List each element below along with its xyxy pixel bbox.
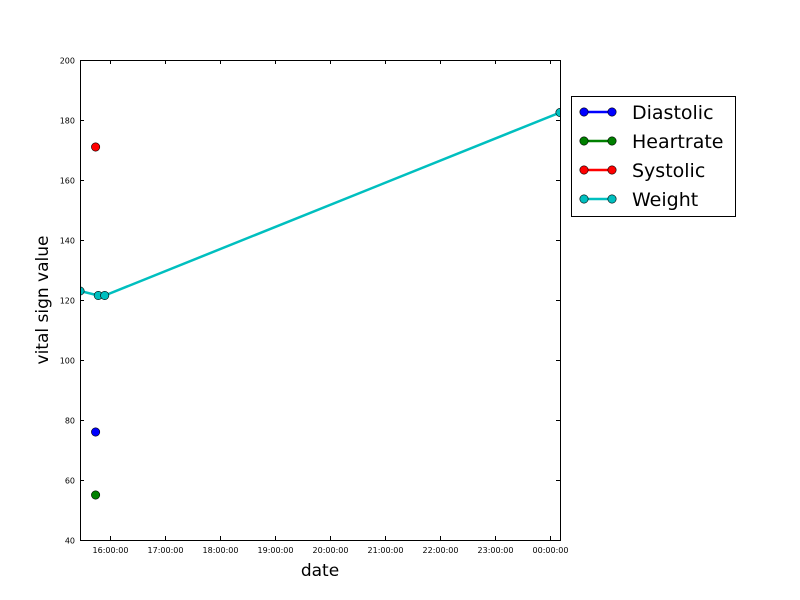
y-tick-label: 200	[60, 57, 75, 66]
legend-label-diastolic: Diastolic	[632, 102, 714, 124]
legend-marker-diastolic	[579, 107, 589, 117]
y-tick-label: 80	[65, 417, 75, 426]
y-axis-label: vital sign value	[33, 236, 53, 365]
x-tick-label: 19:00:00	[258, 546, 294, 555]
x-tick-label: 18:00:00	[203, 546, 239, 555]
weight-point	[100, 290, 110, 300]
series-heartrate	[91, 490, 101, 500]
legend-label-systolic: Systolic	[632, 160, 705, 182]
legend-box	[571, 96, 736, 217]
legend-marker-weight	[579, 194, 589, 204]
legend-marker-heartrate	[579, 136, 589, 146]
series-diastolic	[91, 427, 101, 437]
x-tick-label: 17:00:00	[148, 546, 184, 555]
legend-item-diastolic: Diastolic	[579, 102, 714, 124]
legend-label-heartrate: Heartrate	[632, 131, 723, 153]
heartrate-point	[91, 490, 101, 500]
legend-item-heartrate: Heartrate	[579, 131, 723, 153]
y-tick-label: 160	[60, 177, 75, 186]
legend-marker-heartrate	[607, 136, 617, 146]
x-tick-label: 00:00:00	[533, 546, 569, 555]
y-tick-label: 40	[65, 537, 75, 546]
legend-marker-weight	[607, 194, 617, 204]
x-tick-label: 20:00:00	[313, 546, 349, 555]
y-tick-label: 140	[60, 237, 75, 246]
x-tick-label: 22:00:00	[423, 546, 459, 555]
x-axis-label: date	[301, 561, 339, 581]
legend-item-weight: Weight	[579, 189, 698, 211]
legend-marker-systolic	[607, 165, 617, 175]
legend-label-weight: Weight	[632, 189, 698, 211]
legend-marker-diastolic	[607, 107, 617, 117]
x-tick-label: 23:00:00	[478, 546, 514, 555]
series-systolic	[91, 142, 101, 152]
y-tick-label: 60	[65, 477, 75, 486]
x-tick-label: 16:00:00	[93, 546, 129, 555]
legend: Diastolic Heartrate Systolic Weight	[571, 96, 736, 217]
y-tick-label: 100	[60, 357, 75, 366]
legend-item-systolic: Systolic	[579, 160, 705, 182]
x-tick-label: 21:00:00	[368, 546, 404, 555]
y-tick-label: 120	[60, 297, 75, 306]
diastolic-point	[91, 427, 101, 437]
ticks-layer: 16:00:00 17:00:00 18:00:00 19:00:00 20:00:00…	[60, 57, 569, 556]
legend-marker-systolic	[579, 165, 589, 175]
systolic-point	[91, 142, 101, 152]
y-tick-label: 180	[60, 117, 75, 126]
